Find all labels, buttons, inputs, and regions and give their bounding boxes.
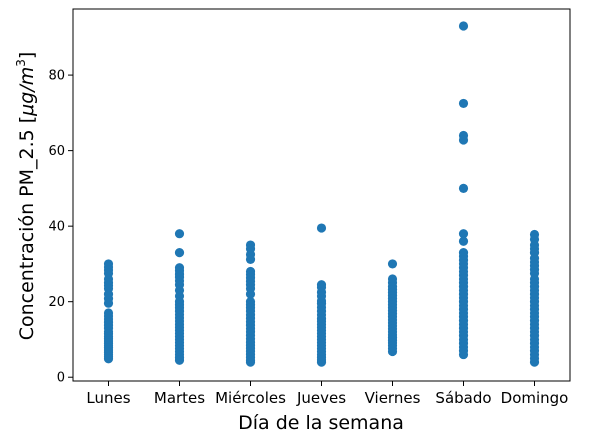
data-point (316, 223, 327, 233)
data-point (174, 229, 185, 239)
x-tick-label: Viernes (365, 389, 421, 407)
data-point (387, 346, 398, 357)
data-point (174, 355, 185, 365)
y-tick-label: 40 (48, 220, 65, 235)
y-axis: 0 20 40 60 80 (48, 69, 73, 386)
data-point (387, 259, 398, 269)
x-tick-label: Miércoles (215, 389, 286, 407)
data-point (458, 236, 469, 246)
y-tick-label: 80 (48, 69, 65, 84)
data-point (458, 183, 469, 193)
data-point (458, 98, 469, 109)
data-point (245, 254, 256, 264)
data-point (245, 357, 256, 367)
data-point (174, 247, 185, 258)
y-axis-label: Concentración PM_2.5 [μg/m3] (14, 52, 38, 341)
data-point (458, 349, 469, 360)
y-tick-label: 60 (48, 144, 65, 159)
data-points (103, 21, 540, 367)
data-point (458, 229, 469, 239)
data-point (245, 289, 256, 299)
x-tick-label: Martes (154, 389, 205, 407)
data-point (529, 357, 540, 367)
data-point (458, 21, 469, 31)
x-tick-label: Domingo (501, 389, 569, 407)
x-axis-label: Día de la semana (238, 412, 404, 434)
x-tick-label: Sábado (435, 389, 491, 407)
x-tick-label: Jueves (296, 389, 346, 407)
y-tick-label: 20 (48, 295, 65, 310)
data-point (103, 354, 114, 364)
data-point (458, 135, 469, 145)
y-tick-label: 0 (57, 371, 65, 386)
data-point (316, 357, 327, 367)
data-point (103, 298, 114, 308)
x-axis: Lunes Martes Miércoles Jueves Viernes Sábado D… (86, 381, 568, 407)
x-tick-label: Lunes (86, 389, 130, 407)
